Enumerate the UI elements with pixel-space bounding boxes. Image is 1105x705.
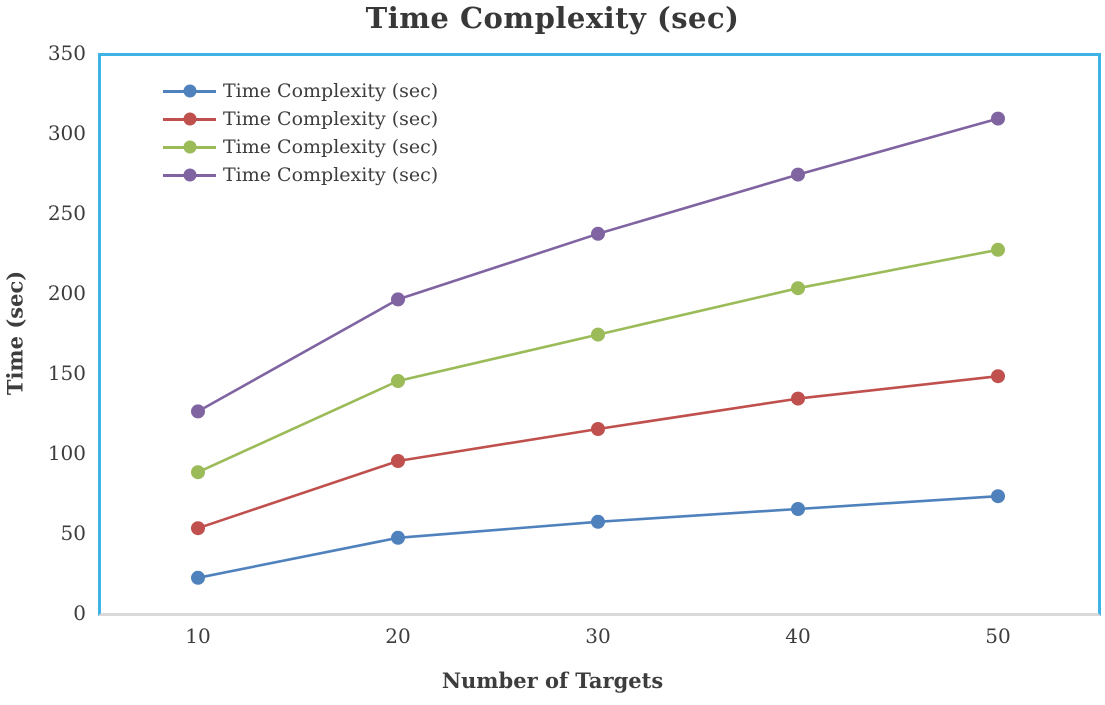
legend-label: Time Complexity (sec): [223, 164, 439, 186]
legend-line-marker-icon: [163, 112, 216, 126]
y-axis-tick-label: 300: [47, 121, 86, 145]
y-axis-tick-label: 100: [47, 441, 86, 465]
y-axis-tick-label: 150: [47, 361, 86, 385]
x-axis-tick-label: 10: [185, 624, 211, 648]
chart-legend: Time Complexity (sec) Time Complexity (se…: [163, 77, 438, 189]
chart-title: Time Complexity (sec): [365, 1, 740, 35]
legend-line-marker-icon: [163, 168, 216, 182]
legend-label: Time Complexity (sec): [223, 108, 439, 130]
x-axis-tick-label: 40: [785, 624, 811, 648]
legend-label: Time Complexity (sec): [223, 80, 439, 102]
legend-label: Time Complexity (sec): [223, 136, 439, 158]
x-axis-tick-label: 20: [385, 624, 411, 648]
y-axis-tick-label: 0: [73, 601, 86, 625]
y-axis-title: Time (sec): [2, 270, 28, 396]
y-axis-tick-label: 250: [47, 201, 86, 225]
y-axis-tick-label: 50: [60, 521, 86, 545]
legend-item-4: Time Complexity (sec): [163, 161, 438, 189]
legend-item-1: Time Complexity (sec): [163, 77, 438, 105]
x-axis-tick-label: 50: [985, 624, 1011, 648]
legend-item-2: Time Complexity (sec): [163, 105, 438, 133]
legend-line-marker-icon: [163, 140, 216, 154]
legend-item-3: Time Complexity (sec): [163, 133, 438, 161]
y-axis-tick-label: 350: [47, 41, 86, 65]
legend-line-marker-icon: [163, 84, 216, 98]
y-axis-tick-label: 200: [47, 281, 86, 305]
x-axis-tick-label: 30: [585, 624, 611, 648]
x-axis-title: Number of Targets: [441, 668, 664, 693]
